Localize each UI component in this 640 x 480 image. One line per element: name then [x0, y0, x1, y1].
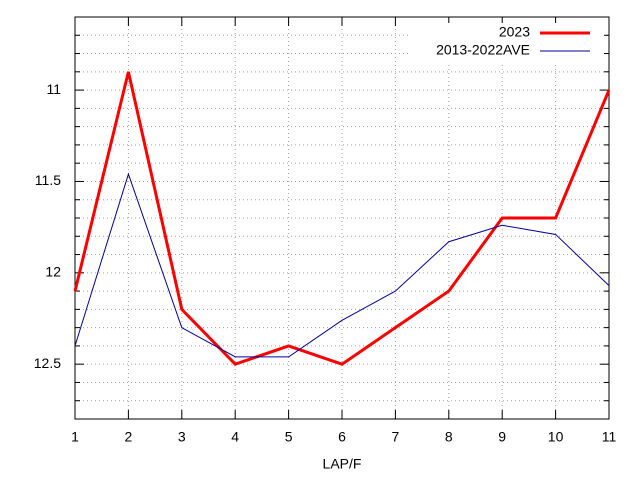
series-line: [73, 71, 611, 366]
x-tick-label: 1: [71, 429, 79, 445]
y-tick-label: 11.5: [35, 172, 61, 188]
y-tick-label: 12.5: [34, 355, 61, 371]
x-tick-label: 9: [498, 429, 506, 445]
y-tick-label: 12: [45, 264, 61, 280]
series-line: [74, 172, 610, 358]
x-tick-label: 4: [231, 429, 239, 445]
legend-label: 2023: [499, 24, 530, 40]
x-axis-label: LAP/F: [323, 456, 362, 472]
legend-label: 2013-2022AVE: [436, 42, 530, 58]
x-tick-label: 7: [392, 429, 400, 445]
x-tick-label: 5: [285, 429, 293, 445]
x-tick-label: 10: [548, 429, 564, 445]
y-tick-label: 11: [46, 81, 61, 97]
x-tick-label: 6: [338, 429, 346, 445]
x-tick-label: 3: [178, 429, 186, 445]
x-tick-label: 2: [125, 429, 133, 445]
legend-box: [410, 23, 604, 65]
plot-frame: [74, 16, 610, 420]
x-tick-label: 11: [602, 429, 617, 445]
x-tick-label: 8: [445, 429, 453, 445]
